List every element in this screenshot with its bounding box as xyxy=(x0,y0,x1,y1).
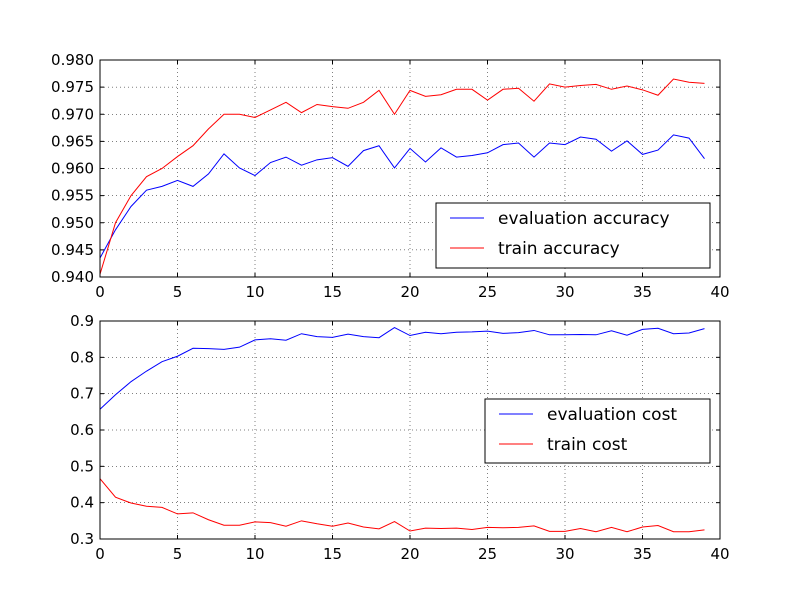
accuracy-ytick-label-2: 0.950 xyxy=(51,214,94,232)
accuracy-chart: 0 5 10 15 20 25 30 35 40 0.940 0.945 0.950 0.955 0.96… xyxy=(51,51,730,301)
accuracy-ytick-label-0: 0.940 xyxy=(51,268,94,286)
accuracy-ytick-label-6: 0.970 xyxy=(51,105,94,123)
accuracy-ytick-label-5: 0.965 xyxy=(51,132,94,150)
legend-label-evaluation-accuracy: evaluation accuracy xyxy=(498,209,670,229)
cost-xtick-label-1: 5 xyxy=(173,545,183,563)
accuracy-xtick-label-2: 10 xyxy=(245,283,264,301)
series-line-train-accuracy xyxy=(99,78,705,275)
series-line-evaluation-accuracy xyxy=(99,134,705,259)
accuracy-xtick-label-0: 0 xyxy=(95,283,105,301)
cost-xtick-label-2: 10 xyxy=(245,545,264,563)
accuracy-ytick-label-4: 0.960 xyxy=(51,160,94,178)
accuracy-xtick-label-5: 25 xyxy=(478,283,497,301)
accuracy-xtick-label-6: 30 xyxy=(555,283,574,301)
accuracy-ytick-label-1: 0.945 xyxy=(51,241,94,259)
legend-label-train-accuracy: train accuracy xyxy=(498,239,620,259)
cost-xtick-label-8: 40 xyxy=(710,545,729,563)
cost-ytick-label-6: 0.9 xyxy=(70,312,94,330)
accuracy-xtick-label-4: 20 xyxy=(400,283,419,301)
cost-legend-box xyxy=(484,398,711,464)
accuracy-xtick-label-8: 40 xyxy=(710,283,729,301)
cost-series xyxy=(99,326,705,533)
accuracy-xtick-label-7: 35 xyxy=(633,283,652,301)
accuracy-legend: evaluation accuracy train accuracy xyxy=(435,202,711,269)
accuracy-ytick-label-3: 0.955 xyxy=(51,187,94,205)
cost-xtick-label-3: 15 xyxy=(323,545,342,563)
series-line-evaluation-cost xyxy=(99,326,705,410)
cost-xtick-label-0: 0 xyxy=(95,545,105,563)
cost-ticks: 0 5 10 15 20 25 30 35 40 0.3 0.4 0.5 0.6 0.7 0.8 0.9 xyxy=(70,312,729,563)
legend-label-evaluation-cost: evaluation cost xyxy=(547,405,677,425)
cost-ytick-label-0: 0.3 xyxy=(70,530,94,548)
cost-ytick-label-4: 0.7 xyxy=(70,385,94,403)
accuracy-ticks: 0 5 10 15 20 25 30 35 40 0.940 0.945 0.950 0.955 0.96… xyxy=(51,51,730,301)
series-line-train-cost xyxy=(99,478,705,533)
cost-ytick-label-2: 0.5 xyxy=(70,457,94,475)
cost-ytick-label-1: 0.4 xyxy=(70,494,94,512)
cost-legend: evaluation cost train cost xyxy=(484,398,711,464)
accuracy-series xyxy=(99,78,705,275)
cost-xtick-label-7: 35 xyxy=(633,545,652,563)
accuracy-xtick-label-3: 15 xyxy=(323,283,342,301)
cost-xtick-label-6: 30 xyxy=(555,545,574,563)
cost-ytick-label-3: 0.6 xyxy=(70,421,94,439)
accuracy-ytick-label-8: 0.980 xyxy=(51,51,94,69)
accuracy-ytick-label-7: 0.975 xyxy=(51,78,94,96)
legend-label-train-cost: train cost xyxy=(547,435,628,455)
cost-xtick-label-5: 25 xyxy=(478,545,497,563)
cost-chart: 0 5 10 15 20 25 30 35 40 0.3 0.4 0.5 0.6 0.7 0.8 0.9 ev… xyxy=(70,312,729,563)
cost-xtick-label-4: 20 xyxy=(400,545,419,563)
accuracy-xtick-label-1: 5 xyxy=(173,283,183,301)
accuracy-legend-box xyxy=(435,202,711,269)
cost-ytick-label-5: 0.8 xyxy=(70,348,94,366)
